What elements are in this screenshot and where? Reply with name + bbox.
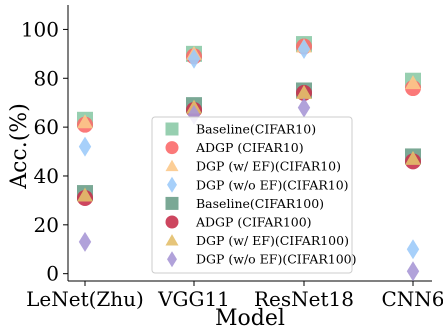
legend-marker [165,141,179,155]
legend-label: ADGP (CIFAR10) [195,140,304,155]
y-tick-label: 40 [34,164,59,188]
x-tick-label: LeNet(Zhu) [26,287,144,311]
legend-label: ADGP (CIFAR100) [195,215,312,230]
data-point [296,84,312,99]
legend-marker [165,196,179,210]
y-tick-label: 60 [34,115,59,139]
y-tick-label: 100 [21,17,59,41]
axes: 0 20 40 60 80 100 LeNet(Zhu) VGG11 ResNet18 CNN6 [21,5,443,311]
legend-marker [167,176,177,193]
data-point [78,231,92,252]
legend-label: DGP (w/ EF)(CIFAR10) [196,159,341,174]
legend-marker [165,122,179,136]
data-point [406,261,420,282]
data-point [77,187,93,202]
legend-marker [167,251,177,268]
data-point [78,136,92,157]
data-point [297,97,311,118]
data-point [405,75,421,90]
legend: Baseline(CIFAR10) ADGP (CIFAR10) DGP (w/ E… [151,116,357,274]
legend-marker [165,234,179,246]
legend-box [151,116,353,274]
y-axis-label: Acc.(%) [7,103,32,190]
x-tick-label: ResNet18 [254,287,354,311]
data-marks [77,36,421,282]
x-tick-label: VGG11 [157,287,230,311]
legend-label: Baseline(CIFAR100) [196,196,324,211]
legend-label: Baseline(CIFAR10) [196,122,316,137]
data-point [297,38,311,59]
x-axis-label: Model [215,306,285,331]
legend-marker [165,159,179,172]
legend-label: DGP (w/o EF)(CIFAR100) [196,252,357,267]
data-point [187,48,201,69]
legend-label: DGP (w/ EF)(CIFAR100) [196,233,349,248]
x-tick-label: CNN6 [381,287,443,311]
data-point [77,114,93,129]
legend-marker [165,215,179,229]
data-point [405,150,421,165]
y-tick-label: 0 [46,262,59,286]
data-point [406,239,420,260]
legend-label: DGP (w/o EF)(CIFAR10) [196,177,349,192]
y-tick-label: 80 [34,66,59,90]
data-point [187,104,201,125]
y-tick-label: 20 [34,213,59,237]
